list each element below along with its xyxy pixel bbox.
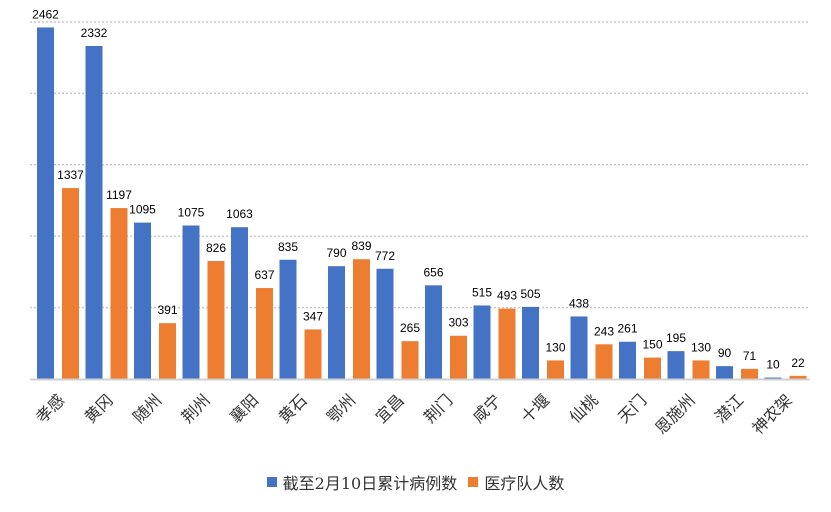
x-tick-label: 黄石 bbox=[275, 391, 311, 427]
bar-medical-team bbox=[207, 261, 225, 379]
bar-cases bbox=[376, 268, 394, 379]
bar-medical-team bbox=[159, 323, 176, 379]
bar-cases bbox=[473, 305, 491, 379]
bar-cases bbox=[182, 225, 200, 379]
bar-cases bbox=[85, 45, 103, 380]
x-tick-label: 神农架 bbox=[748, 391, 795, 438]
data-label: 391 bbox=[157, 303, 177, 317]
bar-cases bbox=[134, 222, 151, 379]
legend-label-cases: 截至2月10日累计病例数 bbox=[282, 474, 458, 493]
x-tick-label: 黄冈 bbox=[81, 391, 117, 427]
bar-medical-team bbox=[110, 208, 128, 379]
data-label: 835 bbox=[278, 240, 298, 254]
x-tick-label: 潜江 bbox=[711, 391, 747, 427]
x-tick-label: 恩施州 bbox=[651, 391, 698, 438]
data-label: 1075 bbox=[178, 205, 205, 219]
x-tick-label: 襄阳 bbox=[226, 391, 262, 427]
data-label: 22 bbox=[791, 356, 805, 370]
legend-swatch-medical-team bbox=[468, 477, 479, 487]
bar-cases bbox=[716, 366, 733, 379]
data-label: 1197 bbox=[106, 188, 132, 202]
data-label: 1337 bbox=[57, 168, 84, 182]
bar-medical-team bbox=[644, 357, 661, 379]
legend: 截至2月10日累计病例数 医疗队人数 bbox=[0, 470, 831, 494]
data-label: 10 bbox=[766, 358, 780, 372]
data-label: 1063 bbox=[226, 207, 253, 221]
data-label: 772 bbox=[375, 249, 395, 263]
data-label: 243 bbox=[594, 324, 614, 338]
bar-medical-team bbox=[547, 360, 564, 379]
data-label: 493 bbox=[497, 289, 517, 303]
bar-medical-team bbox=[450, 335, 467, 379]
data-label: 515 bbox=[472, 285, 492, 299]
data-label: 150 bbox=[642, 338, 662, 352]
bar-chart: 2462 1337 孝感 2332 1197 黄冈 1095 391 随州 1075 826 荆州 10… bbox=[30, 7, 810, 438]
x-tick-label: 随州 bbox=[129, 391, 165, 427]
data-label: 438 bbox=[569, 296, 589, 310]
data-label: 130 bbox=[545, 340, 565, 354]
data-label: 839 bbox=[351, 239, 371, 253]
data-label: 1095 bbox=[129, 203, 156, 217]
data-label: 265 bbox=[400, 321, 420, 335]
x-tick-label: 荆州 bbox=[178, 391, 214, 427]
bar-medical-team bbox=[353, 259, 370, 379]
data-label: 2332 bbox=[81, 26, 108, 40]
bar-cases bbox=[279, 259, 297, 379]
data-label: 261 bbox=[617, 322, 637, 336]
bar-cases bbox=[619, 341, 636, 379]
x-tick-label: 荆门 bbox=[420, 391, 456, 427]
bar-cases bbox=[37, 27, 54, 380]
bar-cases bbox=[570, 316, 588, 379]
x-tick-label: 宜昌 bbox=[372, 391, 408, 427]
data-label: 826 bbox=[206, 241, 226, 255]
bar-cases bbox=[667, 351, 685, 379]
bar-medical-team bbox=[789, 375, 807, 379]
data-label: 130 bbox=[691, 340, 711, 354]
bar-medical-team bbox=[401, 341, 419, 379]
bar-medical-team bbox=[741, 368, 758, 379]
bar-medical-team bbox=[692, 360, 710, 379]
bar-medical-team bbox=[256, 288, 273, 379]
bar-medical-team bbox=[304, 329, 322, 379]
data-label: 637 bbox=[254, 268, 274, 282]
legend-item-medical-team: 医疗队人数 bbox=[468, 470, 564, 494]
data-label: 347 bbox=[303, 309, 323, 323]
x-tick-label: 鄂州 bbox=[323, 391, 359, 427]
x-tick-label: 咸宁 bbox=[469, 391, 505, 427]
data-label: 2462 bbox=[32, 7, 59, 21]
x-tick-label: 孝感 bbox=[32, 391, 68, 427]
bar-cases bbox=[425, 285, 442, 379]
data-label: 90 bbox=[718, 346, 732, 360]
bar-cases bbox=[231, 227, 248, 379]
x-tick-label: 天门 bbox=[614, 391, 650, 427]
bar-cases bbox=[522, 306, 539, 379]
bar-medical-team bbox=[498, 308, 516, 379]
bar-cases bbox=[764, 377, 782, 379]
legend-item-cases: 截至2月10日累计病例数 bbox=[266, 470, 458, 494]
x-tick-label: 仙桃 bbox=[566, 391, 602, 427]
data-label: 505 bbox=[520, 287, 540, 301]
legend-swatch-cases bbox=[266, 477, 277, 487]
data-label: 656 bbox=[423, 265, 443, 279]
bar-medical-team bbox=[62, 188, 79, 379]
bar-cases bbox=[328, 266, 345, 379]
data-label: 303 bbox=[448, 316, 468, 330]
x-tick-label: 十堰 bbox=[517, 391, 553, 427]
bar-medical-team bbox=[595, 344, 613, 379]
data-label: 195 bbox=[666, 331, 686, 345]
legend-label-medical-team: 医疗队人数 bbox=[484, 474, 565, 493]
data-label: 71 bbox=[743, 349, 757, 363]
data-label: 790 bbox=[326, 246, 346, 260]
